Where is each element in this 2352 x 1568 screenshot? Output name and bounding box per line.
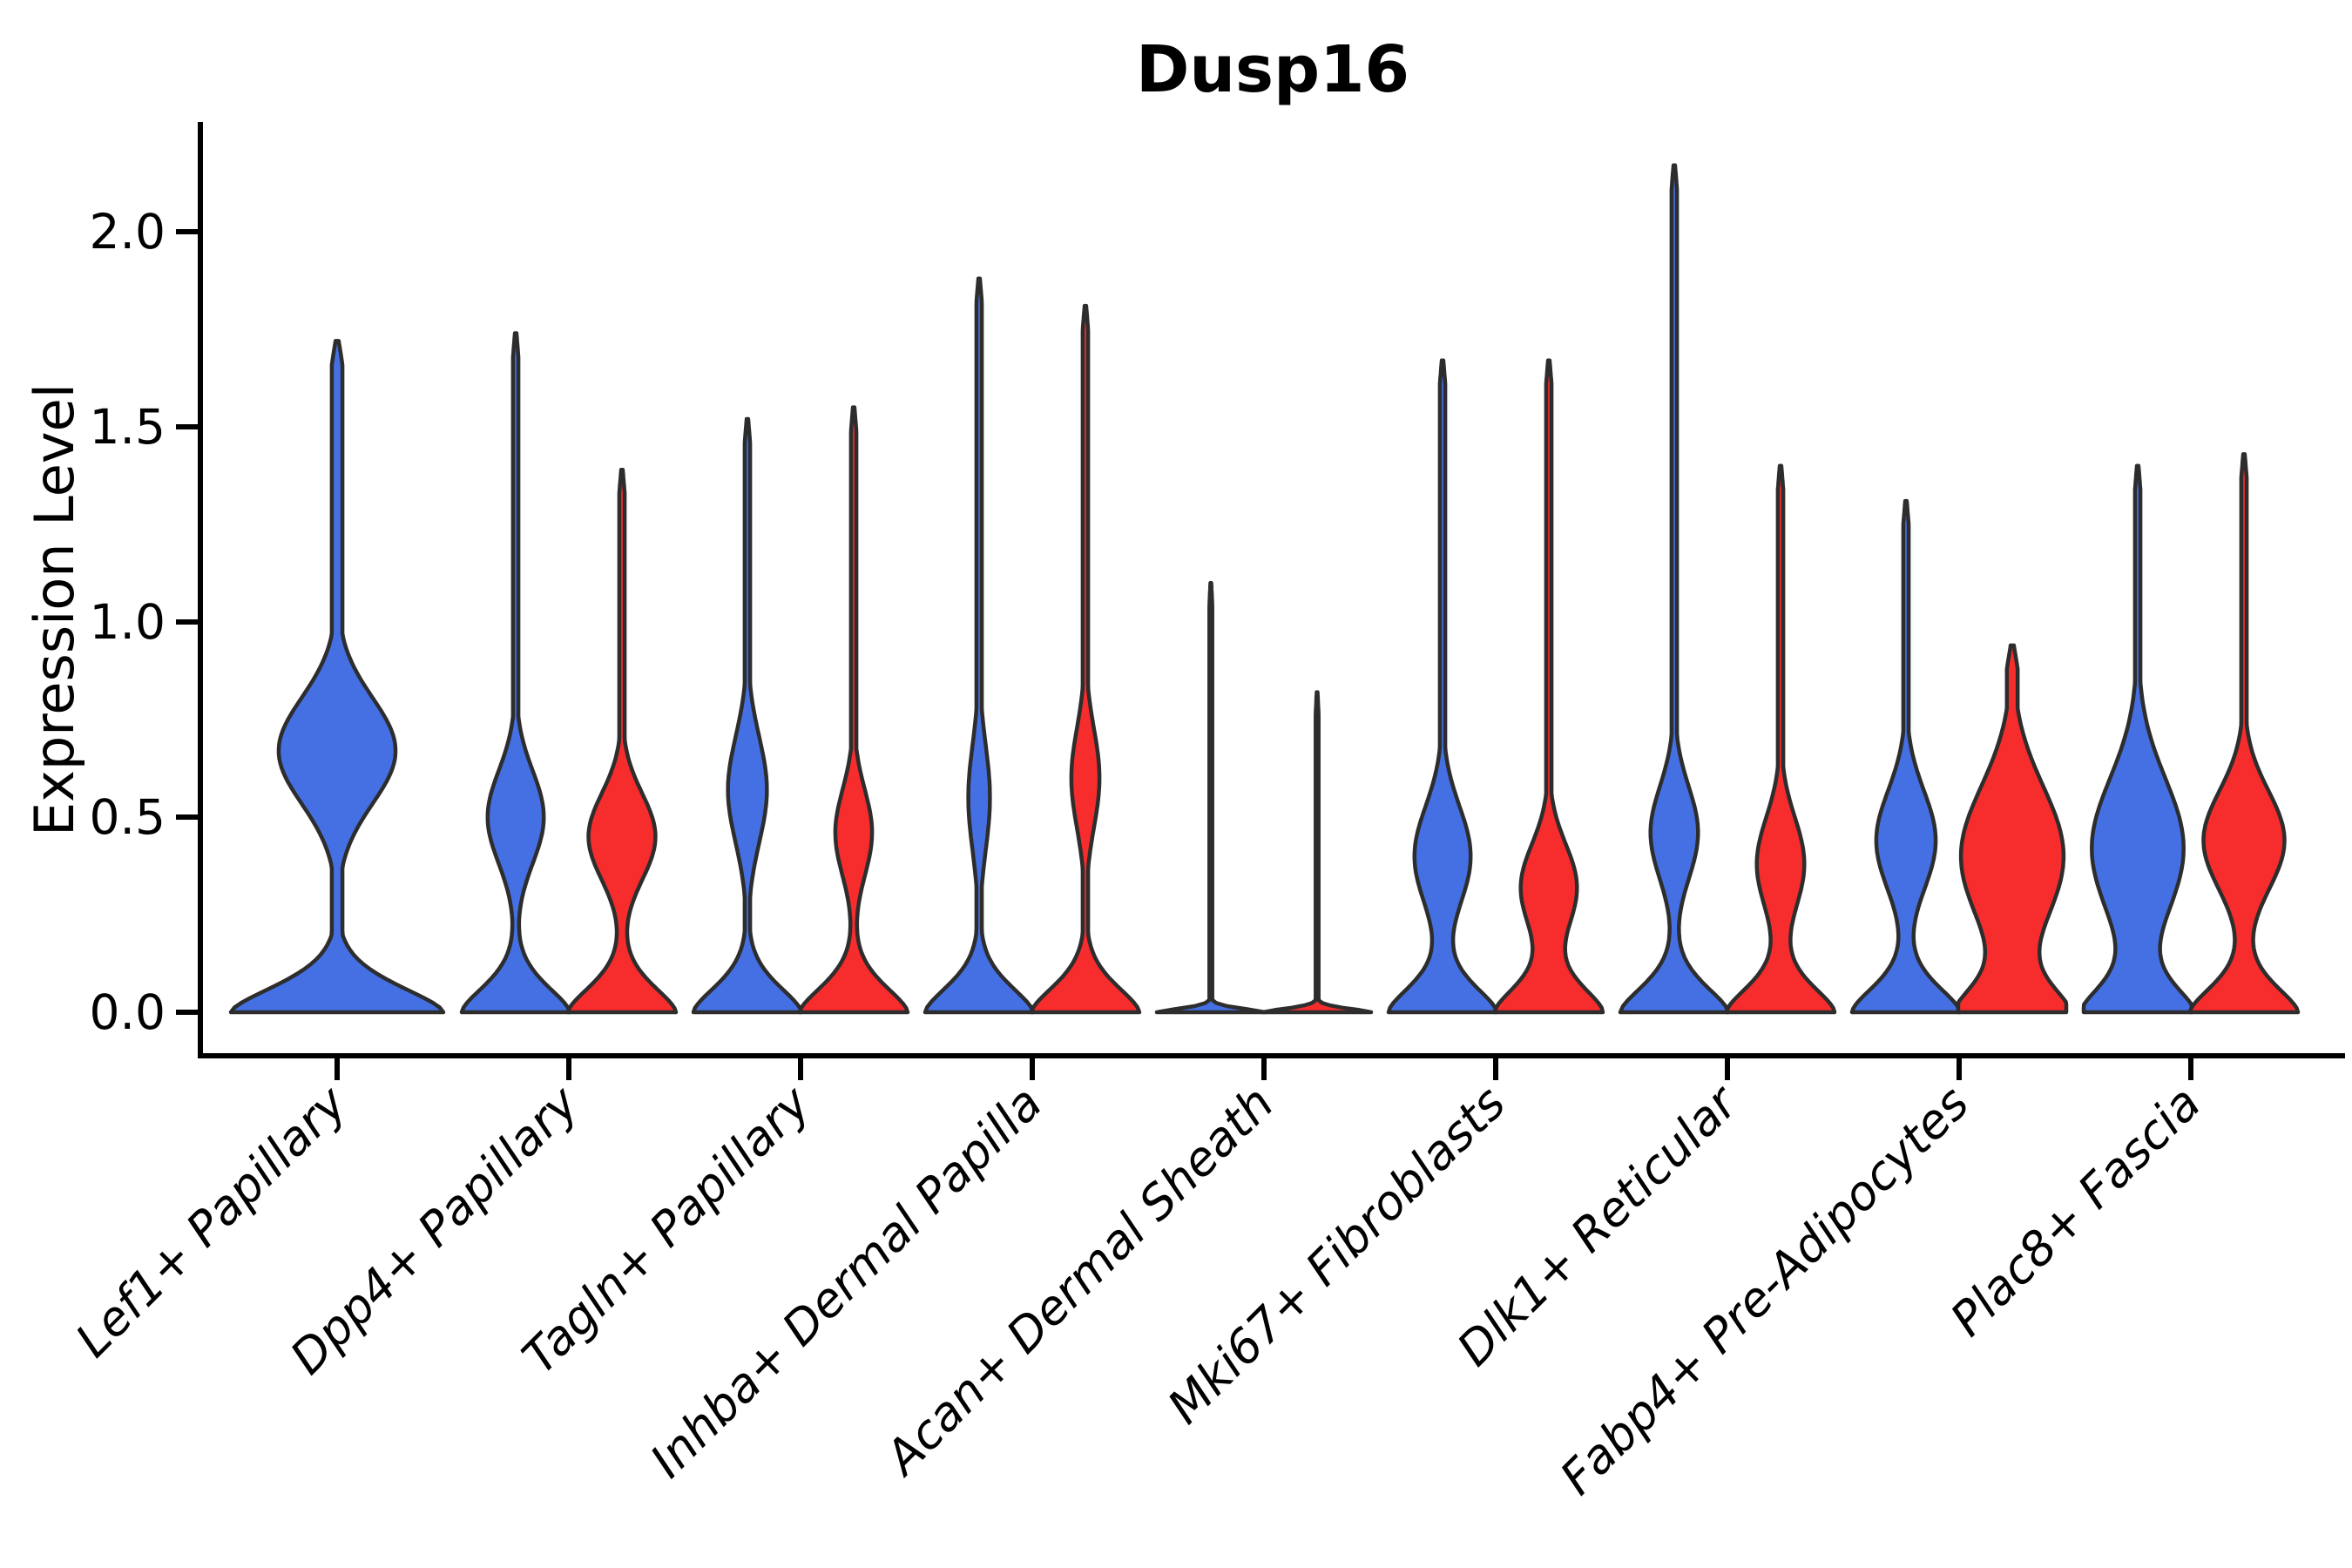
violin-plac8-fascia-blue: [2081, 463, 2194, 1015]
violin-acan-dermal-sheath-blue: [1154, 580, 1267, 1015]
violin-tagln-papillary-blue: [691, 416, 804, 1015]
violin-dpp4-papillary-blue: [459, 331, 572, 1015]
violin-inhba-dermal-papilla-red: [1029, 303, 1142, 1015]
y-tick-label-1.5: 1.5: [90, 399, 166, 455]
violin-tagln-papillary-red: [797, 405, 910, 1015]
chart-title: Dusp16: [1136, 32, 1409, 107]
y-axis-label: Expression Level: [23, 383, 86, 836]
violin-dlk1-reticular-red: [1724, 463, 1837, 1015]
y-tick-label-2.0: 2.0: [90, 204, 166, 260]
violin-plac8-fascia-red: [2187, 452, 2301, 1015]
violin-lef1-papillary-blue: [228, 339, 446, 1015]
violin-mki67-fibroblasts-blue: [1386, 358, 1499, 1015]
violin-inhba-dermal-papilla-blue: [923, 276, 1036, 1015]
y-tick-label-0.0: 0.0: [90, 984, 166, 1040]
violin-fabp4-pre-adipocytes-red: [1956, 643, 2069, 1015]
y-tick-label-0.5: 0.5: [90, 789, 166, 845]
y-ticks: 2.0 1.5 1.0 0.5 0.0: [90, 204, 200, 1040]
violin-mki67-fibroblasts-red: [1492, 358, 1605, 1015]
violin-dpp4-papillary-red: [565, 468, 679, 1015]
violins-layer: [228, 163, 2301, 1015]
violin-fabp4-pre-adipocytes-blue: [1849, 498, 1963, 1015]
y-tick-label-1.0: 1.0: [90, 594, 166, 650]
violin-acan-dermal-sheath-red: [1260, 690, 1374, 1015]
violin-dlk1-reticular-blue: [1618, 163, 1731, 1015]
